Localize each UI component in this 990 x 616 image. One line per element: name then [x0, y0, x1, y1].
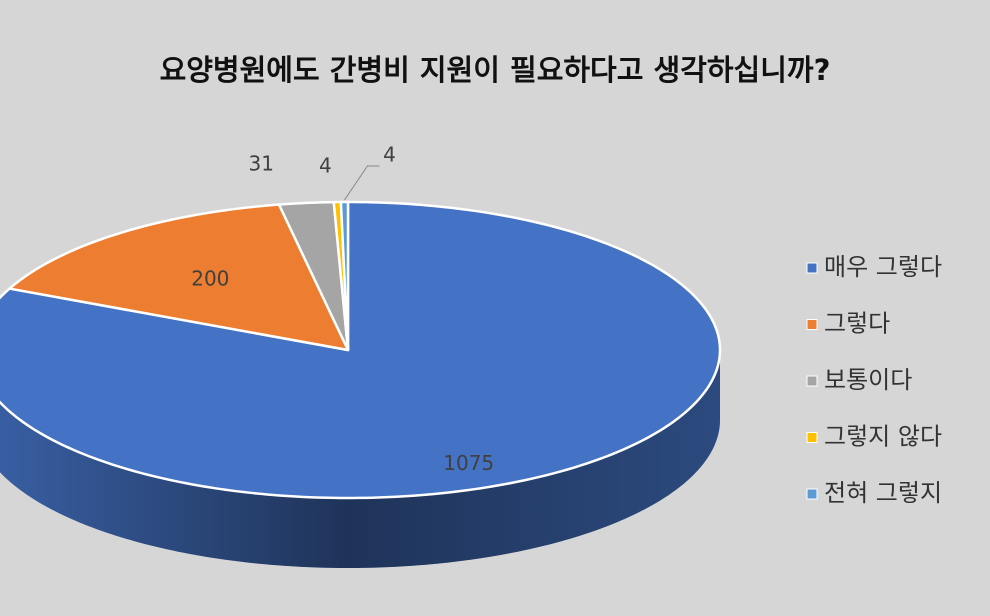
slice	[8, 203, 350, 352]
data-label: 4	[383, 143, 396, 167]
legend-label: 매우 그렇다	[824, 253, 942, 281]
legend-label: 전혀 그렇지	[824, 479, 942, 507]
chart-title: 요양병원에도 간병비 지원이 필요하다고 생각하십니까?	[160, 53, 831, 87]
data-label: 31	[249, 151, 274, 175]
legend-swatch	[806, 262, 818, 274]
data-label: 1075	[443, 451, 494, 475]
legend-swatch	[806, 375, 818, 387]
slice	[0, 200, 722, 500]
legend-label: 그렇지 않다	[824, 423, 942, 451]
legend-swatch	[806, 319, 818, 330]
legend-label: 그렇다	[824, 310, 890, 338]
slice	[339, 200, 350, 352]
legend-label: 보통이다	[824, 366, 912, 394]
slice-side-shade	[0, 350, 720, 568]
legend-swatch	[806, 432, 818, 443]
data-label: 200	[191, 267, 229, 291]
legend-swatch	[806, 488, 818, 500]
leader-line	[344, 165, 380, 201]
data-label: 4	[319, 154, 332, 178]
slice	[277, 200, 350, 352]
